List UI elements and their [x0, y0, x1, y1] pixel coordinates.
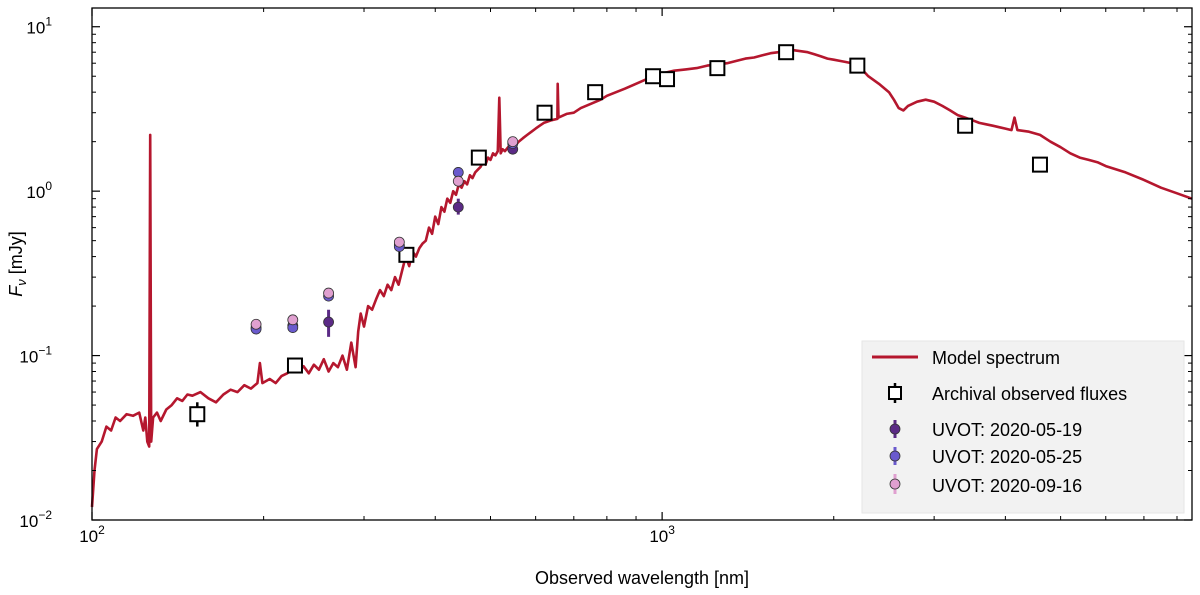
- archival-flux-point: [286, 357, 303, 374]
- y-tick-base: 10: [19, 348, 38, 367]
- plot-frame: [91, 7, 1193, 521]
- archival-flux-point: [709, 60, 726, 77]
- x-axis-label: Observed wavelength [nm]: [535, 568, 749, 588]
- legend-box: [861, 340, 1185, 514]
- legend-square-icon: [888, 386, 902, 400]
- archival-flux-point: [1031, 156, 1048, 173]
- y-tick-exponent: −2: [38, 508, 52, 522]
- data-points-layer: [189, 44, 1048, 427]
- y-tick-exponent: −1: [38, 344, 52, 358]
- y-tick-exponent: 1: [45, 15, 52, 29]
- uvot-flux-point: [507, 136, 519, 148]
- y-axis-label-unit: [mJy]: [6, 231, 26, 279]
- uvot-flux-point: [287, 314, 299, 326]
- archival-flux-point: [659, 71, 676, 88]
- legend-label: Archival observed fluxes: [932, 384, 1127, 404]
- y-axis-label: Fν [mJy]: [6, 231, 29, 297]
- legend-entry-uvot-0519: UVOT: 2020-05-19: [889, 420, 1082, 440]
- legend-entry-uvot-0525: UVOT: 2020-05-25: [889, 447, 1082, 467]
- legend-label: UVOT: 2020-09-16: [932, 476, 1082, 496]
- y-tick-base: 10: [26, 19, 45, 38]
- x-tick-base: 10: [649, 527, 668, 546]
- archival-flux-point: [587, 84, 604, 101]
- y-axis-label-sub: ν: [14, 279, 29, 286]
- y-tick-base: 10: [19, 512, 38, 531]
- archival-flux-point: [849, 57, 866, 74]
- archival-flux-point: [189, 406, 206, 423]
- archival-flux-point: [957, 117, 974, 134]
- x-tick-label: 103: [649, 523, 675, 546]
- y-axis-label-main: F: [6, 285, 26, 297]
- uvot-flux-point: [323, 287, 334, 299]
- y-tick-label: 100: [26, 179, 52, 202]
- uvot-flux-point: [452, 175, 464, 187]
- uvot-flux-point: [323, 316, 334, 328]
- y-tick-base: 10: [26, 183, 45, 202]
- legend-circle-icon: [889, 423, 901, 435]
- archival-flux-point: [470, 149, 487, 166]
- y-tick-label: 101: [26, 15, 52, 38]
- legend-label: UVOT: 2020-05-25: [932, 447, 1082, 467]
- archival-flux-point: [645, 68, 662, 85]
- x-tick-label: 102: [79, 523, 105, 546]
- archival-flux-point: [778, 44, 795, 61]
- legend: Model spectrum Archival observed fluxes …: [861, 340, 1185, 514]
- legend-circle-icon: [889, 450, 901, 462]
- x-tick-exponent: 3: [668, 523, 675, 537]
- x-tick-base: 10: [79, 527, 98, 546]
- archival-flux-point: [536, 104, 553, 121]
- legend-entry-uvot-0916: UVOT: 2020-09-16: [889, 474, 1082, 496]
- x-tick-exponent: 2: [98, 523, 105, 537]
- uvot-flux-point: [393, 236, 405, 248]
- legend-label: UVOT: 2020-05-19: [932, 420, 1082, 440]
- uvot-flux-point: [452, 201, 464, 213]
- uvot-flux-point: [250, 318, 262, 330]
- y-tick-label: 10−2: [19, 508, 52, 531]
- y-tick-exponent: 0: [45, 179, 52, 193]
- y-tick-label: 10−1: [19, 344, 52, 367]
- archival-flux-point: [398, 246, 415, 263]
- legend-circle-icon: [889, 478, 901, 490]
- legend-label: Model spectrum: [932, 348, 1060, 368]
- legend-entry-model: Model spectrum: [872, 348, 1060, 368]
- legend-entry-archival: Archival observed fluxes: [888, 383, 1127, 404]
